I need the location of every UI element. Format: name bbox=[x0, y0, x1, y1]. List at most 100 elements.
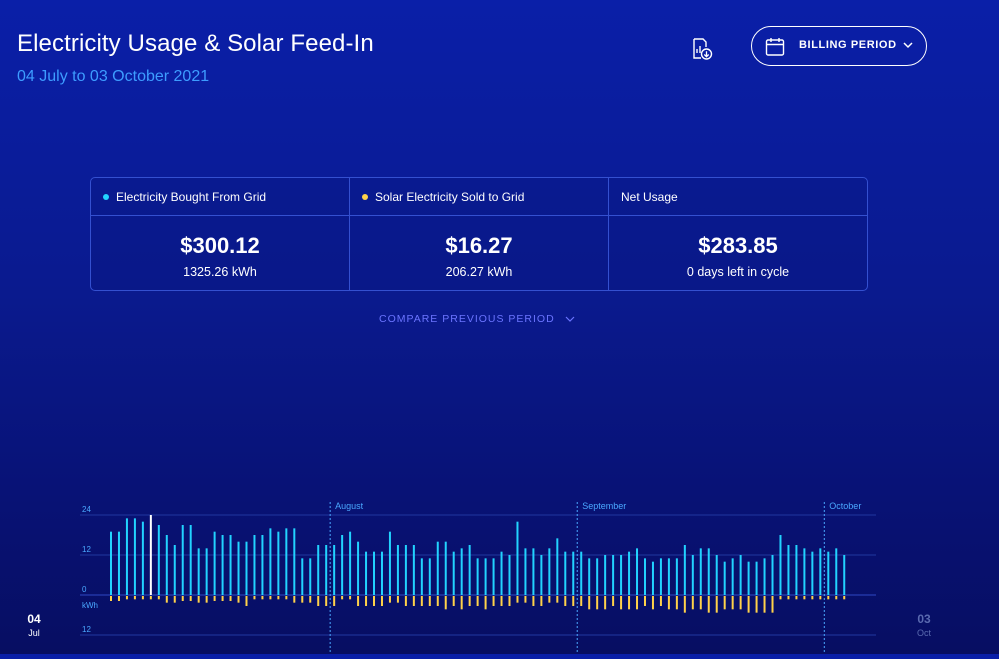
bought-bar bbox=[404, 545, 407, 595]
bought-bar bbox=[628, 551, 631, 595]
sold-bar bbox=[253, 596, 256, 600]
bought-bar bbox=[548, 548, 551, 595]
bought-bar bbox=[612, 555, 615, 595]
billing-period-dropdown[interactable]: BILLING PERIOD bbox=[751, 26, 927, 66]
sold-bar bbox=[508, 596, 511, 606]
sold-bar bbox=[317, 596, 320, 606]
bought-bar bbox=[747, 561, 750, 595]
sold-bar bbox=[596, 596, 599, 610]
sold-bar bbox=[173, 596, 176, 603]
summary-amount: $300.12 bbox=[180, 233, 260, 258]
bought-bar bbox=[452, 551, 455, 595]
sold-bar bbox=[659, 596, 662, 606]
usage-chart-svg: 24 12 0 12 kWh August September October bbox=[80, 501, 876, 654]
bought-bar bbox=[811, 551, 814, 595]
sold-bar bbox=[181, 596, 184, 601]
export-chart-button[interactable] bbox=[690, 37, 714, 61]
month-marker-label: October bbox=[829, 501, 861, 511]
sold-bar bbox=[803, 596, 806, 600]
bought-bar bbox=[412, 545, 415, 595]
sold-bar bbox=[476, 596, 479, 606]
bought-bar bbox=[771, 555, 774, 595]
bought-bar bbox=[420, 558, 423, 595]
bought-bar bbox=[373, 551, 376, 595]
bought-bar bbox=[827, 551, 830, 595]
compare-previous-period-button[interactable]: COMPARE PREVIOUS PERIOD bbox=[379, 313, 575, 325]
bought-bar bbox=[269, 528, 272, 595]
sold-bar bbox=[373, 596, 376, 606]
sold-bar bbox=[675, 596, 678, 610]
bought-bar bbox=[285, 528, 288, 595]
sold-bar bbox=[404, 596, 407, 606]
sold-bar bbox=[492, 596, 495, 606]
y-tick-label: 24 bbox=[82, 505, 91, 514]
y-tick-label: 12 bbox=[82, 625, 91, 634]
summary-heading: Net Usage bbox=[609, 178, 867, 216]
sold-bar bbox=[125, 596, 128, 600]
summary-amount: $16.27 bbox=[445, 233, 513, 258]
bought-bar bbox=[428, 558, 431, 595]
sold-bar bbox=[731, 596, 734, 610]
sold-bar bbox=[651, 596, 654, 610]
sold-bar bbox=[261, 596, 264, 600]
bought-bar bbox=[205, 548, 208, 595]
chart-start-day: 04 bbox=[27, 612, 41, 626]
sold-bar bbox=[277, 596, 280, 600]
document-chart-download-icon bbox=[693, 38, 713, 60]
sold-bar bbox=[205, 596, 208, 603]
sold-bar bbox=[691, 596, 694, 610]
bought-bar bbox=[309, 558, 312, 595]
bought-bar bbox=[803, 548, 806, 595]
bought-bar bbox=[117, 531, 120, 595]
bought-bar bbox=[110, 531, 112, 595]
sold-bar bbox=[229, 596, 232, 601]
sold-bar bbox=[667, 596, 670, 610]
bought-bar bbox=[253, 535, 256, 595]
sold-bar bbox=[117, 596, 120, 601]
sold-bar bbox=[811, 596, 814, 600]
bought-bar bbox=[484, 558, 487, 595]
sold-bar bbox=[157, 596, 160, 600]
bought-bar bbox=[333, 545, 336, 595]
summary-heading: Electricity Bought From Grid bbox=[91, 178, 349, 216]
bought-bar bbox=[237, 541, 240, 595]
bought-bar bbox=[357, 541, 360, 595]
y-unit-label: kWh bbox=[82, 601, 98, 610]
bought-bar bbox=[341, 535, 344, 595]
bought-bar bbox=[181, 525, 184, 595]
bought-bar bbox=[301, 558, 304, 595]
bought-bar bbox=[468, 545, 471, 595]
sold-bar bbox=[540, 596, 543, 606]
bought-bar bbox=[620, 555, 623, 595]
bought-bar bbox=[651, 561, 654, 595]
sold-bar bbox=[412, 596, 415, 606]
sold-bar bbox=[189, 596, 192, 601]
sold-bar bbox=[133, 596, 136, 600]
sold-bar bbox=[500, 596, 503, 606]
sold-bar bbox=[197, 596, 200, 603]
sold-bar bbox=[516, 596, 519, 603]
sold-bar bbox=[213, 596, 216, 601]
sold-bar bbox=[165, 596, 168, 603]
bought-bar bbox=[739, 555, 742, 595]
bought-bar bbox=[659, 558, 662, 595]
bought-bar bbox=[699, 548, 702, 595]
bought-bar bbox=[436, 541, 439, 595]
bought-bar bbox=[444, 541, 447, 595]
bought-bar bbox=[540, 555, 543, 595]
sold-bar bbox=[110, 596, 112, 601]
chart-end-month: Oct bbox=[916, 628, 931, 638]
chart-end-label: 03 Oct bbox=[912, 612, 936, 638]
bought-bar bbox=[325, 545, 328, 595]
bought-bar bbox=[795, 545, 798, 595]
sold-bar bbox=[636, 596, 639, 610]
page-title: Electricity Usage & Solar Feed-In bbox=[17, 30, 374, 57]
bought-bar bbox=[125, 518, 128, 595]
bought-bar bbox=[229, 535, 232, 595]
bought-bar bbox=[596, 558, 599, 595]
bought-bar bbox=[500, 551, 503, 595]
sold-bar bbox=[588, 596, 591, 610]
sold-bar bbox=[237, 596, 240, 603]
sold-bar bbox=[556, 596, 559, 603]
sold-bar bbox=[532, 596, 535, 606]
